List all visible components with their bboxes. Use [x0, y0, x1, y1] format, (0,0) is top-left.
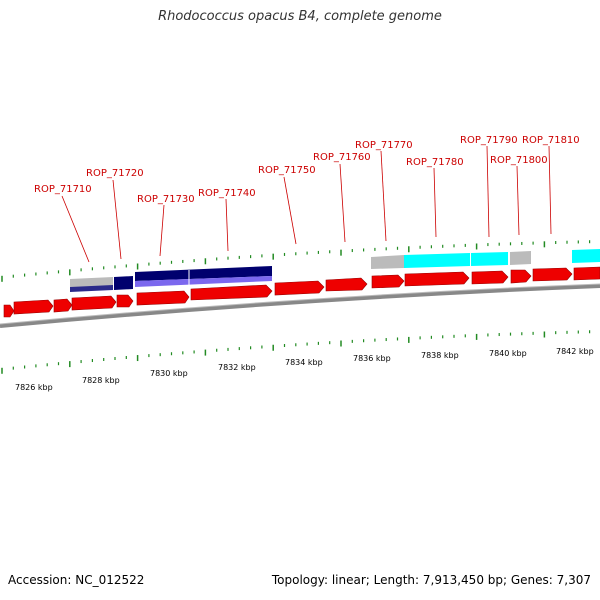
scale-labels: 7826 kbp 7828 kbp 7830 kbp 7832 kbp 7834… [15, 347, 594, 392]
cds-arrow[interactable] [136, 290, 190, 306]
cds-arrow[interactable] [404, 271, 470, 287]
gene-label[interactable]: ROP_71730 [137, 194, 195, 205]
accession-text: Accession: NC_012522 [8, 573, 145, 587]
cds-arrow[interactable] [116, 294, 134, 308]
genome-stats-text: Topology: linear; Length: 7,913,450 bp; … [271, 573, 591, 587]
cds-arrow[interactable] [510, 269, 532, 284]
cds-arrow[interactable] [371, 274, 405, 289]
upper-tick-row [1, 240, 591, 282]
annotation-track [70, 249, 600, 292]
cds-arrow[interactable] [13, 299, 54, 315]
gray-segment[interactable] [70, 277, 113, 288]
cds-arrow[interactable] [3, 304, 15, 318]
cds-arrow[interactable] [190, 284, 273, 301]
scale-label: 7834 kbp [285, 358, 323, 367]
gene-label[interactable]: ROP_71780 [406, 157, 464, 168]
scale-label: 7830 kbp [150, 369, 188, 378]
gene-label[interactable]: ROP_71720 [86, 168, 144, 179]
gray-segment[interactable] [510, 251, 531, 265]
cds-arrow[interactable] [274, 280, 325, 296]
scale-label: 7840 kbp [489, 349, 527, 358]
cds-track [3, 266, 600, 318]
navy-segment[interactable] [70, 285, 113, 292]
gene-label[interactable]: ROP_71740 [198, 188, 256, 199]
scale-label: 7832 kbp [218, 363, 256, 372]
scale-label: 7828 kbp [82, 376, 120, 385]
scale-label: 7826 kbp [15, 383, 53, 392]
gene-label[interactable]: ROP_71770 [355, 140, 413, 151]
scale-label: 7842 kbp [556, 347, 594, 356]
gene-labels: ROP_71710 ROP_71720 ROP_71730 ROP_71740 … [34, 135, 580, 205]
scale-tick-row [1, 330, 591, 374]
gene-label[interactable]: ROP_71710 [34, 184, 92, 195]
cds-arrow[interactable] [53, 298, 73, 313]
cds-arrow[interactable] [471, 270, 509, 285]
gray-segment[interactable] [371, 255, 404, 269]
genome-title: Rhodococcus opacus B4, complete genome [158, 9, 442, 24]
cds-arrow[interactable] [532, 267, 573, 282]
gene-label[interactable]: ROP_71800 [490, 155, 548, 166]
gene-label[interactable]: ROP_71810 [522, 135, 580, 146]
gene-label[interactable]: ROP_71750 [258, 165, 316, 176]
lavender-segment[interactable] [135, 276, 272, 287]
cyan-segment[interactable] [471, 252, 508, 266]
gene-label-leaders [61, 145, 552, 263]
gene-label[interactable]: ROP_71790 [460, 135, 518, 146]
cds-arrow[interactable] [573, 266, 600, 281]
cyan-segment[interactable] [572, 249, 600, 263]
scale-label: 7838 kbp [421, 351, 459, 360]
cds-arrow[interactable] [325, 277, 368, 292]
genome-backbone [0, 284, 600, 328]
cyan-segment[interactable] [404, 253, 470, 268]
navy-segment[interactable] [114, 276, 133, 290]
gene-label[interactable]: ROP_71760 [313, 152, 371, 163]
cds-arrow[interactable] [71, 295, 117, 311]
scale-label: 7836 kbp [353, 354, 391, 363]
